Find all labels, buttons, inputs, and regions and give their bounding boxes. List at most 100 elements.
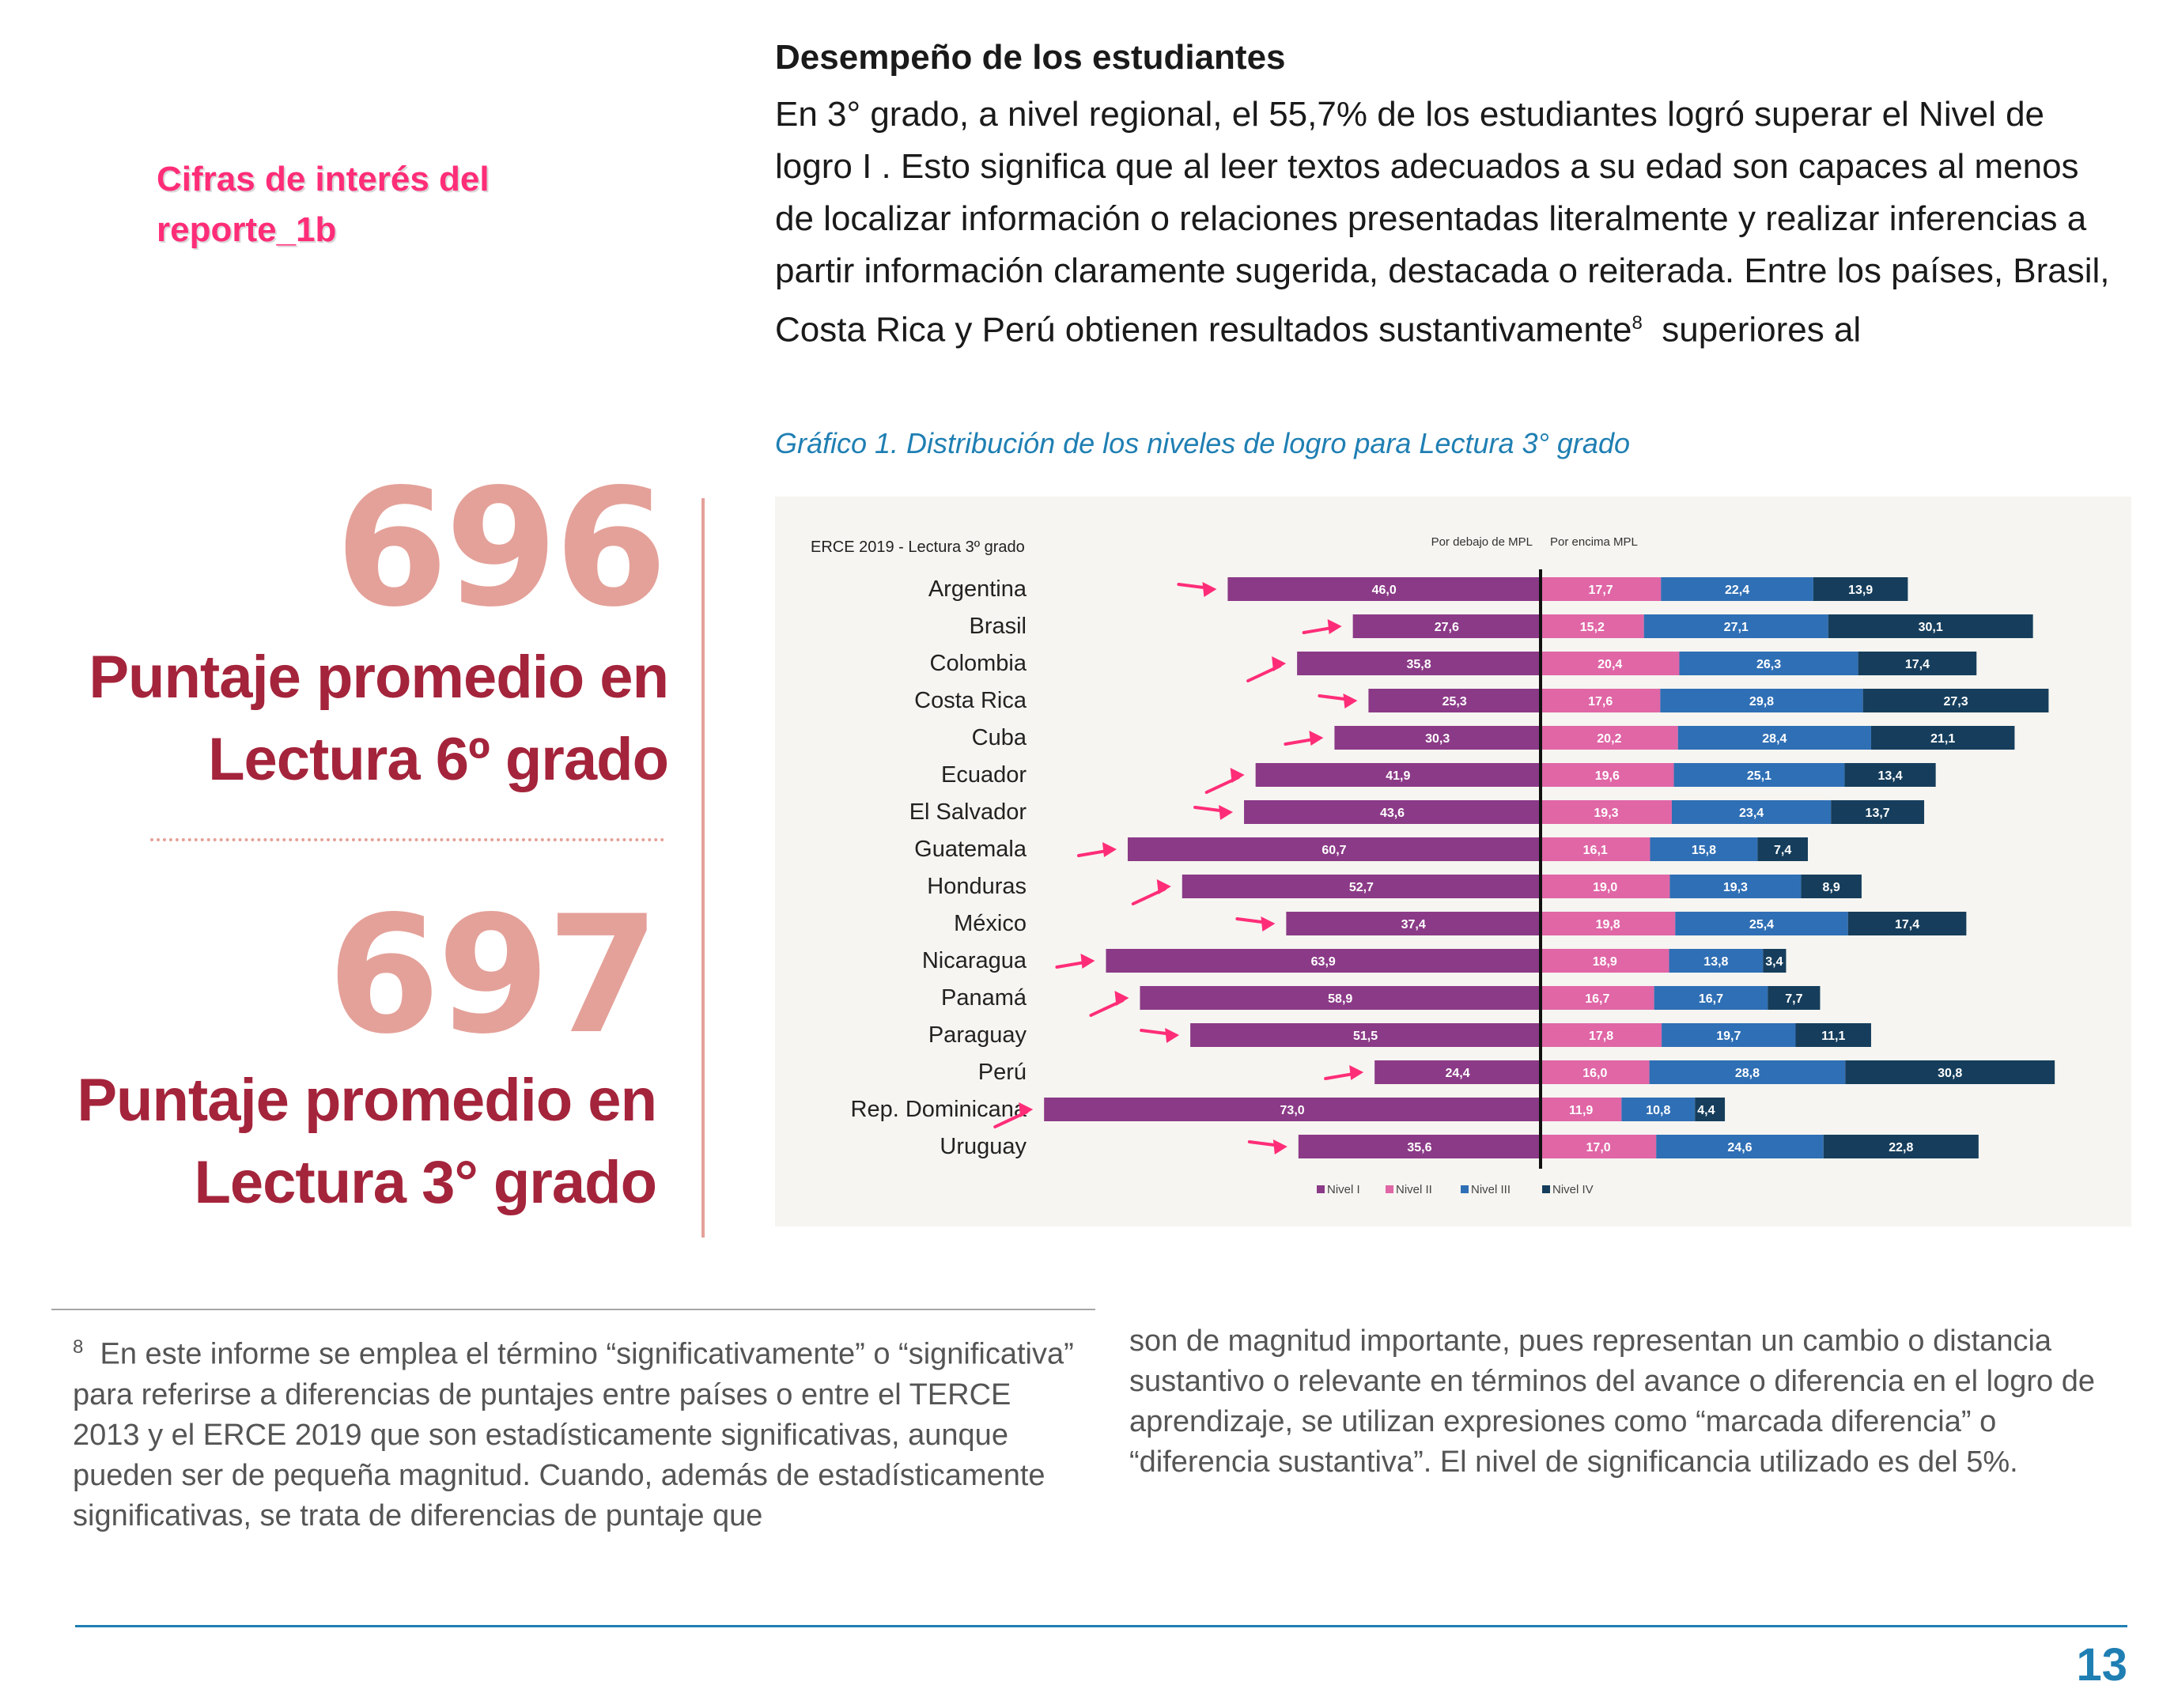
data-label-nivel-ii-cuba: 20,2 <box>1597 732 1621 746</box>
data-label-nivel-iii-paraguay: 19,7 <box>1716 1030 1741 1043</box>
bar-nivel-iv-brasil <box>1828 614 2033 638</box>
bar-nivel-i-nicaragua <box>1106 949 1541 973</box>
intro-paragraph-tail: superiores al <box>1642 310 1862 350</box>
bar-nivel-iii-uruguay <box>1656 1135 1824 1158</box>
data-label-nivel-iv-nicaragua: 3,4 <box>1765 955 1783 969</box>
data-label-nivel-iii-honduras: 19,3 <box>1723 881 1748 894</box>
bar-nivel-iii-colombia <box>1679 652 1858 675</box>
page-number: 13 <box>2076 1639 2127 1691</box>
category-label-ecuador: Ecuador <box>941 762 1027 788</box>
data-label-nivel-iii-costa-rica: 29,8 <box>1749 695 1774 709</box>
data-label-nivel-ii-nicaragua: 18,9 <box>1593 955 1617 969</box>
annotation-arrow-head-colombia <box>1272 656 1287 671</box>
data-label-nivel-i-guatemala: 60,7 <box>1321 844 1346 857</box>
legend-swatch-nivel-i <box>1317 1185 1325 1193</box>
footnote-number: 8 <box>73 1336 84 1358</box>
annotation-arrow-head-brasil <box>1327 619 1342 634</box>
data-label-nivel-i-ecuador: 41,9 <box>1386 769 1410 783</box>
legend-label-nivel-iv: Nivel IV <box>1552 1183 1594 1196</box>
bar-nivel-iv-ecuador <box>1844 763 1936 787</box>
category-label-peru: Perú <box>978 1060 1027 1085</box>
data-label-nivel-ii-guatemala: 16,1 <box>1583 844 1608 857</box>
category-label-cuba: Cuba <box>972 725 1027 750</box>
data-label-nivel-ii-honduras: 19,0 <box>1593 881 1617 894</box>
bar-nivel-i-ecuador <box>1255 763 1541 787</box>
footnote-ref: 8 <box>1632 312 1643 334</box>
bar-nivel-iv-guatemala <box>1757 837 1808 861</box>
data-label-nivel-ii-brasil: 15,2 <box>1580 621 1605 634</box>
data-label-nivel-iv-mexico: 17,4 <box>1895 918 1919 931</box>
bar-nivel-i-costa-rica <box>1368 689 1541 712</box>
data-label-nivel-iii-ecuador: 25,1 <box>1747 769 1771 783</box>
data-label-nivel-ii-paraguay: 17,8 <box>1589 1030 1613 1043</box>
data-label-nivel-ii-rep-dominicana: 11,9 <box>1569 1104 1593 1117</box>
data-label-nivel-iv-costa-rica: 27,3 <box>1943 695 1968 709</box>
bar-nivel-iv-panama <box>1768 986 1821 1010</box>
bar-nivel-iii-el-salvador <box>1671 800 1832 824</box>
stat-caption-3rd-grade: Puntaje promedio en Lectura 3° grado <box>77 1067 657 1216</box>
annotation-arrow-head-nicaragua <box>1080 954 1095 969</box>
data-label-nivel-iii-brasil: 27,1 <box>1724 621 1749 634</box>
bar-nivel-ii-cuba <box>1541 726 1678 750</box>
legend-swatch-nivel-iii <box>1461 1185 1469 1193</box>
data-label-nivel-iv-guatemala: 7,4 <box>1774 844 1791 857</box>
data-label-nivel-i-el-salvador: 43,6 <box>1380 807 1405 820</box>
data-label-nivel-ii-argentina: 17,7 <box>1589 584 1613 597</box>
stat-number-6th-grade: 696 <box>335 455 667 643</box>
data-label-nivel-iv-brasil: 30,1 <box>1919 621 1943 634</box>
data-label-nivel-iv-ecuador: 13,4 <box>1877 769 1902 783</box>
data-label-nivel-iii-panama: 16,7 <box>1699 992 1723 1006</box>
data-label-nivel-iii-uruguay: 24,6 <box>1727 1141 1752 1154</box>
bar-nivel-i-guatemala <box>1127 837 1541 861</box>
bar-nivel-i-paraguay <box>1190 1023 1541 1047</box>
annotation-arrow-head-uruguay <box>1272 1139 1287 1154</box>
bar-nivel-ii-guatemala <box>1541 837 1650 861</box>
bar-nivel-iv-argentina <box>1813 577 1908 601</box>
bar-nivel-iv-honduras <box>1801 875 1862 898</box>
data-label-nivel-iv-honduras: 8,9 <box>1823 881 1840 894</box>
legend-label-nivel-ii: Nivel II <box>1396 1183 1432 1196</box>
bar-nivel-i-argentina <box>1227 577 1541 601</box>
data-label-nivel-iv-el-salvador: 13,7 <box>1866 807 1890 820</box>
data-label-nivel-iv-uruguay: 22,8 <box>1889 1141 1913 1154</box>
bar-nivel-ii-uruguay <box>1541 1135 1657 1158</box>
annotation-arrow-head-ecuador <box>1230 768 1245 783</box>
annotation-arrow-head-guatemala <box>1102 842 1117 857</box>
bar-nivel-iv-colombia <box>1858 652 1977 675</box>
data-label-nivel-ii-colombia: 20,4 <box>1598 658 1622 671</box>
data-label-nivel-i-costa-rica: 25,3 <box>1442 695 1467 709</box>
data-label-nivel-iii-el-salvador: 23,4 <box>1739 807 1764 820</box>
stat-number-3rd-grade: 697 <box>327 882 660 1070</box>
annotation-arrow-head-mexico <box>1261 916 1276 931</box>
bar-nivel-iii-nicaragua <box>1669 949 1764 973</box>
category-label-guatemala: Guatemala <box>914 837 1027 862</box>
data-label-nivel-iv-peru: 30,8 <box>1938 1067 1962 1080</box>
data-label-nivel-iii-guatemala: 15,8 <box>1692 844 1716 857</box>
bar-nivel-iv-peru <box>1845 1060 2055 1084</box>
data-label-nivel-ii-panama: 16,7 <box>1585 992 1609 1006</box>
bar-nivel-iv-rep-dominicana <box>1695 1098 1726 1121</box>
section-title: Desempeño de los estudiantes <box>775 38 1286 77</box>
bar-nivel-iv-el-salvador <box>1831 800 1925 824</box>
data-label-nivel-ii-el-salvador: 19,3 <box>1594 807 1618 820</box>
legend-label-nivel-i: Nivel I <box>1327 1183 1360 1196</box>
bar-nivel-i-rep-dominicana <box>1044 1098 1541 1121</box>
bar-nivel-i-mexico <box>1286 912 1541 935</box>
annotation-arrow-head-costa-rica <box>1343 693 1358 709</box>
data-label-nivel-ii-uruguay: 17,0 <box>1586 1141 1611 1154</box>
bar-nivel-i-colombia <box>1297 652 1541 675</box>
data-label-nivel-iii-peru: 28,8 <box>1735 1067 1760 1080</box>
category-label-argentina: Argentina <box>928 576 1027 602</box>
bar-nivel-ii-nicaragua <box>1541 949 1669 973</box>
chart-caption: Gráfico 1. Distribución de los niveles d… <box>775 427 1630 459</box>
bar-nivel-iv-costa-rica <box>1862 689 2049 712</box>
data-label-nivel-i-argentina: 46,0 <box>1372 584 1397 597</box>
legend-swatch-nivel-ii <box>1386 1185 1393 1193</box>
annotation-label: Cifras de interés del reporte_1b <box>157 160 490 249</box>
data-label-nivel-i-mexico: 37,4 <box>1401 918 1426 931</box>
annotation-arrow-head-rep-dominicana <box>1019 1102 1034 1117</box>
annotation-arrow-head-peru <box>1349 1065 1364 1080</box>
legend-label-nivel-iii: Nivel III <box>1471 1183 1511 1196</box>
bar-nivel-ii-rep-dominicana <box>1541 1098 1622 1121</box>
data-label-nivel-iii-nicaragua: 13,8 <box>1703 955 1728 969</box>
